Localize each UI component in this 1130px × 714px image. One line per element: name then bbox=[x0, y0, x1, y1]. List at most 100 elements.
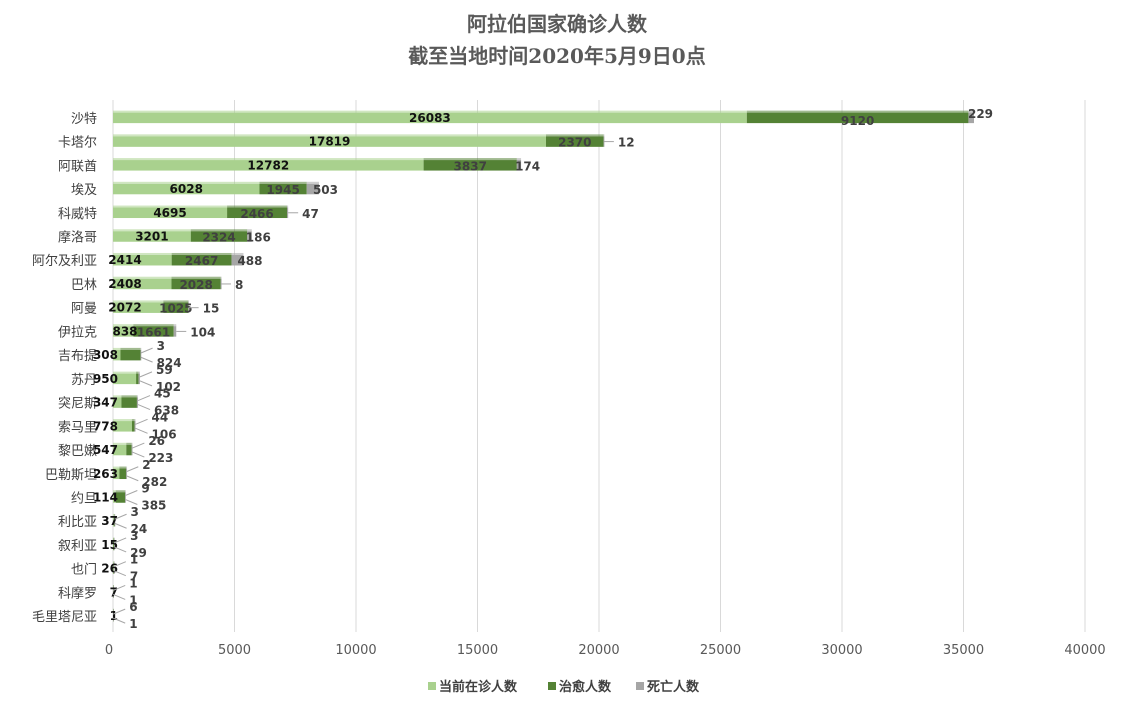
bar-segment-top bbox=[306, 181, 319, 184]
bar-segment-top bbox=[113, 300, 164, 303]
bar-segment bbox=[746, 112, 969, 124]
leader-line bbox=[135, 418, 148, 425]
data-label: 3201 bbox=[135, 230, 168, 244]
data-label: 1025 bbox=[159, 302, 192, 316]
data-label: 9120 bbox=[841, 114, 874, 128]
bar-segment bbox=[131, 444, 133, 456]
bar-segment bbox=[227, 207, 288, 219]
bar-segment-top bbox=[113, 252, 172, 255]
bar-segment bbox=[171, 278, 221, 290]
data-label: 9 bbox=[141, 482, 149, 496]
data-label: 838 bbox=[112, 324, 137, 338]
bar-segment-top bbox=[173, 324, 177, 327]
x-tick-label: 30000 bbox=[821, 643, 862, 658]
legend-swatch bbox=[428, 682, 436, 690]
bar-segment bbox=[171, 254, 232, 266]
data-label: 638 bbox=[154, 404, 179, 418]
data-label: 1 bbox=[130, 553, 138, 567]
bar-segment-top bbox=[423, 158, 517, 161]
leader-line bbox=[113, 608, 126, 615]
category-label: 也门 bbox=[71, 563, 97, 578]
data-label: 1 bbox=[129, 593, 137, 607]
bar-segment bbox=[113, 539, 115, 551]
category-label: 吉布提 bbox=[58, 348, 97, 364]
data-label: 6 bbox=[129, 600, 137, 614]
data-label: 26 bbox=[101, 562, 118, 576]
bar-segment bbox=[423, 160, 517, 171]
category-label: 突尼斯 bbox=[58, 396, 97, 412]
data-label: 282 bbox=[142, 475, 167, 489]
bar-segment bbox=[125, 492, 126, 503]
category-label: 叙利亚 bbox=[58, 539, 97, 554]
bar-segment bbox=[138, 373, 140, 385]
bar-segment bbox=[173, 326, 177, 337]
x-tick-label: 40000 bbox=[1064, 643, 1105, 658]
bar-segment bbox=[287, 207, 289, 219]
data-label: 37 bbox=[101, 514, 118, 528]
chart-subtitle: 截至当地时间2020年5月9日0点 bbox=[408, 44, 705, 68]
bar-segment bbox=[113, 278, 172, 290]
leader-line bbox=[125, 499, 138, 505]
leader-line bbox=[113, 570, 127, 577]
bar-segment bbox=[140, 349, 142, 361]
bar-segment bbox=[231, 254, 244, 266]
bar-segment-top bbox=[171, 252, 232, 255]
bar-segment-top bbox=[113, 158, 424, 161]
x-tick-label: 5000 bbox=[218, 643, 251, 658]
leader-line bbox=[132, 451, 145, 458]
bar-segment-top bbox=[113, 513, 115, 516]
category-labels: 沙特卡塔尔阿联酋埃及科威特摩洛哥阿尔及利亚巴林阿曼伊拉克吉布提苏丹突尼斯索马里黎… bbox=[32, 112, 97, 625]
bar-segment bbox=[113, 136, 547, 147]
x-tick-label: 15000 bbox=[457, 643, 498, 658]
leader-line bbox=[113, 617, 126, 624]
bar-segment-top bbox=[138, 371, 140, 374]
bar-segment bbox=[113, 112, 747, 124]
data-label: 1 bbox=[129, 576, 137, 590]
data-label: 778 bbox=[93, 419, 118, 433]
bar-segment bbox=[119, 468, 127, 480]
data-label: 47 bbox=[302, 207, 319, 221]
leader-line bbox=[126, 475, 139, 482]
data-label: 3 bbox=[130, 529, 138, 543]
legend-swatch bbox=[548, 682, 556, 690]
x-tick-labels: 0 5000 10000 15000 20000 25000 30000 35000 40000 bbox=[105, 643, 1106, 658]
data-label: 223 bbox=[148, 451, 173, 465]
bar-segment bbox=[247, 231, 252, 242]
leader-line bbox=[137, 404, 151, 411]
data-label: 385 bbox=[141, 499, 166, 513]
data-label: 17819 bbox=[309, 135, 351, 149]
bar-segment-top bbox=[220, 276, 222, 279]
data-label: 347 bbox=[93, 396, 118, 410]
bar-segment-top bbox=[113, 371, 137, 374]
data-label: 1945 bbox=[266, 183, 299, 197]
data-label: 12 bbox=[618, 136, 635, 150]
bar-segment-top bbox=[136, 395, 139, 398]
leader-line bbox=[113, 537, 127, 544]
data-label: 7 bbox=[130, 570, 138, 584]
bar-segment-top bbox=[968, 110, 974, 113]
bar-segment-top bbox=[287, 205, 289, 208]
data-label: 488 bbox=[237, 254, 262, 268]
bar-segment-top bbox=[113, 608, 114, 611]
data-label: 1 bbox=[110, 609, 118, 623]
x-tick-label: 10000 bbox=[335, 643, 376, 658]
data-label: 106 bbox=[152, 427, 177, 441]
bar-segment bbox=[113, 349, 121, 361]
data-label: 12782 bbox=[247, 158, 289, 172]
data-label: 6028 bbox=[170, 182, 203, 196]
data-label: 824 bbox=[157, 356, 182, 370]
bar-segment-top bbox=[126, 466, 128, 469]
category-label: 沙特 bbox=[71, 112, 97, 127]
bar-segment bbox=[113, 421, 132, 432]
bar-segment-top bbox=[113, 110, 747, 113]
category-label: 巴林 bbox=[71, 278, 97, 293]
bar-segment bbox=[121, 397, 137, 408]
category-label: 苏丹 bbox=[71, 372, 97, 388]
data-label: 104 bbox=[190, 325, 215, 339]
bar-segment-top bbox=[115, 490, 126, 493]
bar-segment-top bbox=[113, 276, 172, 279]
leader-line bbox=[125, 490, 138, 496]
data-label: 2414 bbox=[108, 253, 141, 267]
data-label: 186 bbox=[246, 231, 271, 245]
data-label: 2408 bbox=[108, 277, 141, 291]
